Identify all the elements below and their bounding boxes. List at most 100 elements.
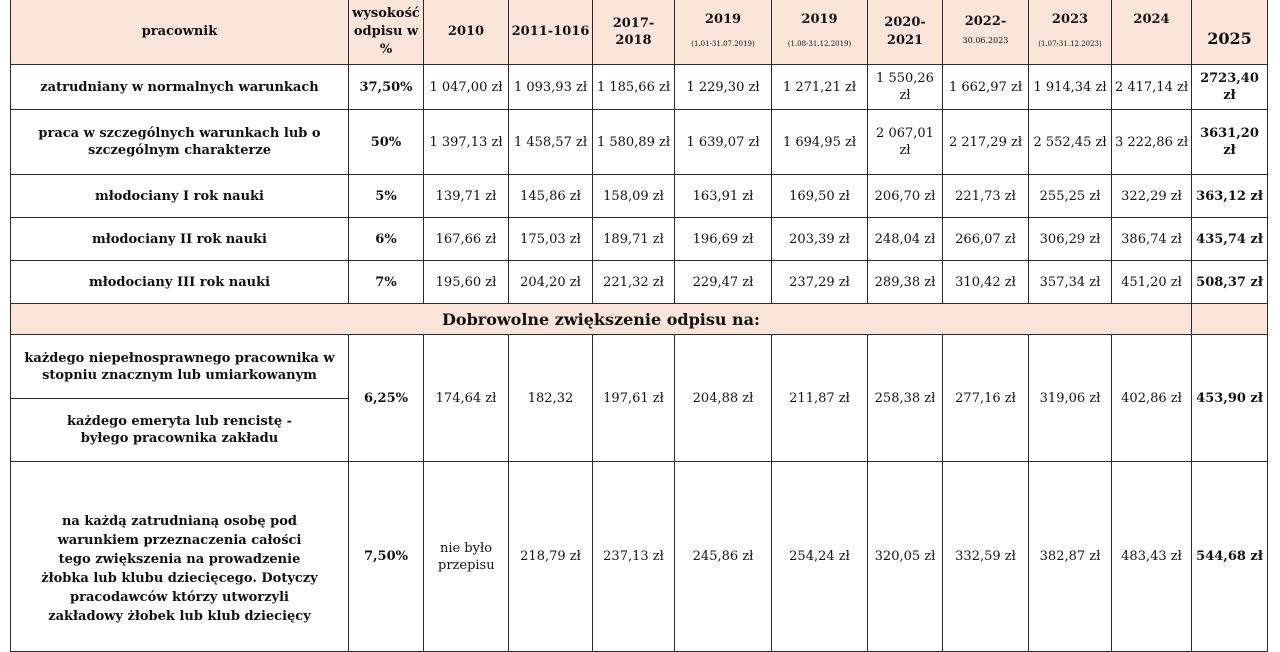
cell-2011-1016: 204,20 zł: [508, 260, 593, 304]
cell-2011-1016: 145,86 zł: [508, 174, 593, 218]
header-employee: pracownik: [10, 0, 349, 65]
cell-2023: 1 914,34 zł: [1028, 64, 1112, 110]
row-label: młodociany III rok nauki: [10, 260, 349, 304]
table-row: młodociany III rok nauki 7% 195,60 zł 20…: [10, 260, 1268, 304]
cell-2011-1016: 182,32: [508, 334, 593, 462]
cell-2025: 2723,40 zł: [1191, 64, 1268, 110]
cell-2020-2021: 258,38 zł: [867, 334, 943, 462]
header-2022-period: 30.06.2023: [962, 36, 1009, 45]
cell-2020-2021: 320,05 zł: [867, 461, 943, 652]
cell-2019-a: 163,91 zł: [674, 174, 772, 218]
table-row: praca w szczególnych warunkach lub o szc…: [10, 109, 1268, 175]
section-empty-cell: [1191, 303, 1268, 335]
cell-2022: 1 662,97 zł: [942, 64, 1029, 110]
cell-2017-2018: 189,71 zł: [592, 217, 675, 261]
cell-2025: 453,90 zł: [1191, 334, 1268, 462]
cell-2022: 2 217,29 zł: [942, 109, 1029, 175]
cell-2020-2021: 289,38 zł: [867, 260, 943, 304]
cell-2024: 402,86 zł: [1111, 334, 1192, 462]
header-2022: 2022- 30.06.2023: [942, 0, 1029, 65]
cell-2022: 332,59 zł: [942, 461, 1029, 652]
row-rate: 6,25%: [348, 334, 424, 462]
cell-2022: 277,16 zł: [942, 334, 1029, 462]
cell-2019-b: 237,29 zł: [771, 260, 868, 304]
header-2019-b-year: 2019: [801, 12, 838, 27]
cell-2023: 319,06 zł: [1028, 334, 1112, 462]
row-label: młodociany II rok nauki: [10, 217, 349, 261]
cell-2020-2021: 248,04 zł: [867, 217, 943, 261]
cell-2025: 508,37 zł: [1191, 260, 1268, 304]
table-row: na każdą zatrudnianą osobę pod warunkiem…: [10, 461, 1268, 652]
header-2024: 2024: [1111, 0, 1192, 65]
cell-2023: 255,25 zł: [1028, 174, 1112, 218]
cell-2019-b: 203,39 zł: [771, 217, 868, 261]
table-row: młodociany II rok nauki 6% 167,66 zł 175…: [10, 217, 1268, 261]
section-title: Dobrowolne zwiększenie odpisu na:: [10, 303, 1192, 335]
cell-2011-1016: 175,03 zł: [508, 217, 593, 261]
cell-2019-a: 245,86 zł: [674, 461, 772, 652]
cell-2011-1016: 218,79 zł: [508, 461, 593, 652]
header-2019-a-period: (1.01-31.07.2019): [691, 40, 755, 48]
table-row: młodociany I rok nauki 5% 139,71 zł 145,…: [10, 174, 1268, 218]
cell-2011-1016: 1 093,93 zł: [508, 64, 593, 110]
cell-2019-a: 229,47 zł: [674, 260, 772, 304]
cell-2022: 266,07 zł: [942, 217, 1029, 261]
header-row: pracownik wysokość odpisu w % 2010 2011-…: [10, 0, 1268, 65]
row-rate: 7%: [348, 260, 424, 304]
cell-2019-b: 254,24 zł: [771, 461, 868, 652]
cell-2024: 3 222,86 zł: [1111, 109, 1192, 175]
cell-2017-2018: 158,09 zł: [592, 174, 675, 218]
row-rate: 50%: [348, 109, 424, 175]
header-2022-year: 2022-: [964, 14, 1007, 29]
cell-2024: 322,29 zł: [1111, 174, 1192, 218]
header-rate: wysokość odpisu w %: [348, 0, 424, 65]
cell-2017-2018: 221,32 zł: [592, 260, 675, 304]
cell-2019-b: 169,50 zł: [771, 174, 868, 218]
cell-2011-1016: 1 458,57 zł: [508, 109, 593, 175]
cell-2025: 3631,20 zł: [1191, 109, 1268, 175]
cell-2024: 386,74 zł: [1111, 217, 1192, 261]
cell-2010: 139,71 zł: [423, 174, 509, 218]
header-2023-year: 2023: [1051, 12, 1089, 27]
row-label: młodociany I rok nauki: [10, 174, 349, 218]
cell-2017-2018: 237,13 zł: [592, 461, 675, 652]
section-header-row: Dobrowolne zwiększenie odpisu na:: [10, 303, 1268, 335]
table-row: zatrudniany w normalnych warunkach 37,50…: [10, 64, 1268, 110]
cell-2019-a: 204,88 zł: [674, 334, 772, 462]
cell-2019-b: 211,87 zł: [771, 334, 868, 462]
cell-2024: 451,20 zł: [1111, 260, 1192, 304]
header-2019-b-period: (1.08-31.12.2019): [787, 40, 852, 48]
fund-rates-table: pracownik wysokość odpisu w % 2010 2011-…: [10, 0, 1268, 652]
header-2020-2021: 2020-2021: [867, 0, 943, 65]
cell-2019-a: 196,69 zł: [674, 217, 772, 261]
cell-2020-2021: 1 550,26 zł: [867, 64, 943, 110]
cell-2023: 357,34 zł: [1028, 260, 1112, 304]
cell-2019-b: 1 694,95 zł: [771, 109, 868, 175]
row-rate: 7,50%: [348, 461, 424, 652]
cell-2023: 382,87 zł: [1028, 461, 1112, 652]
header-2010: 2010: [423, 0, 509, 65]
cell-2025: 363,12 zł: [1191, 174, 1268, 218]
cell-2025: 544,68 zł: [1191, 461, 1268, 652]
header-2011-1016: 2011-1016: [508, 0, 593, 65]
cell-2019-a: 1 639,07 zł: [674, 109, 772, 175]
row-label-nursery: na każdą zatrudnianą osobę pod warunkiem…: [10, 461, 349, 652]
table-row: każdego emeryta lub rencistę - byłego pr…: [10, 398, 1268, 462]
cell-2010: 1 047,00 zł: [423, 64, 509, 110]
cell-2024: 2 417,14 zł: [1111, 64, 1192, 110]
cell-2022: 310,42 zł: [942, 260, 1029, 304]
row-label: praca w szczególnych warunkach lub o szc…: [10, 109, 349, 175]
row-label: zatrudniany w normalnych warunkach: [10, 64, 349, 110]
cell-2020-2021: 2 067,01 zł: [867, 109, 943, 175]
header-2019-b: 2019 (1.08-31.12.2019): [771, 0, 868, 65]
cell-2010: 174,64 zł: [423, 334, 509, 462]
cell-2022: 221,73 zł: [942, 174, 1029, 218]
cell-2023: 2 552,45 zł: [1028, 109, 1112, 175]
cell-2017-2018: 197,61 zł: [592, 334, 675, 462]
cell-2017-2018: 1 580,89 zł: [592, 109, 675, 175]
header-2019-a-year: 2019: [704, 12, 742, 27]
cell-2017-2018: 1 185,66 zł: [592, 64, 675, 110]
cell-2010: nie było przepisu: [423, 461, 509, 652]
header-2023-period: (1.07-31.12.2023): [1038, 40, 1102, 48]
cell-2019-b: 1 271,21 zł: [771, 64, 868, 110]
